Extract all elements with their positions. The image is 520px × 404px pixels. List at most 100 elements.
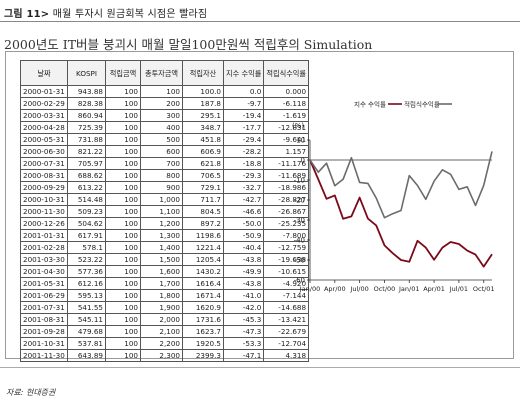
table-row: 2001-05-31 612.16 100 1,700 1616.4 -43.8 -4.92… <box>20 277 310 290</box>
table-cell: 2000-08-31 <box>20 169 68 182</box>
table-row: 2001-10-31 537.81 100 2,200 1920.5 -53.3 -12.7… <box>20 337 310 350</box>
legend-label: 적립식수익률 <box>404 100 440 109</box>
table-cell: 1,000 <box>140 193 183 206</box>
table-row: 2000-12-26 504.62 100 1,200 897.2 -50.0 -25.23… <box>20 217 310 230</box>
table-cell: 100 <box>105 181 141 194</box>
y-tick-label: -20 <box>294 197 305 205</box>
table-cell: 2001-02-28 <box>20 241 68 254</box>
table-cell: 100.0 <box>182 85 224 98</box>
table-cell: 900 <box>140 181 183 194</box>
table-cell: 943.88 <box>67 85 106 98</box>
table-cell: 100 <box>105 169 141 182</box>
table-cell: 2000-05-31 <box>20 133 68 146</box>
column-header-deposit: 적립금액 <box>105 60 141 86</box>
table-cell: 729.1 <box>182 181 224 194</box>
table-cell: -22.679 <box>263 325 310 338</box>
table-cell: -12.704 <box>263 337 310 350</box>
table-cell: -28.2 <box>222 145 265 158</box>
table-cell: 4.318 <box>263 349 310 362</box>
table-cell: -45.3 <box>222 313 265 326</box>
table-cell: 1920.5 <box>182 337 224 350</box>
table-cell: -42.7 <box>222 193 265 206</box>
table-cell: -29.3 <box>222 169 265 182</box>
table-cell: 100 <box>105 157 141 170</box>
table-cell: 100 <box>105 145 141 158</box>
table-row: 2000-01-31 943.88 100 100 100.0 0.0 0.000 <box>20 85 310 98</box>
y-axis-unit-label: (%) <box>292 122 304 130</box>
y-tick-label: 10 <box>296 137 305 145</box>
table-cell: 731.88 <box>67 133 106 146</box>
column-header-savings-return: 적립식수익률 <box>263 60 310 86</box>
table-cell: 100 <box>105 85 141 98</box>
table-cell: 500 <box>140 133 183 146</box>
table-cell: 1198.6 <box>182 229 224 242</box>
table-cell: 100 <box>105 253 141 266</box>
column-header-index-return: 지수 수익률 <box>222 60 265 86</box>
table-cell: 509.23 <box>67 205 106 218</box>
table-cell: 1221.4 <box>182 241 224 254</box>
table-cell: 514.48 <box>67 193 106 206</box>
table-header-row: 날짜 KOSPI 적립금액 총투자금액 적립자산 지수 수익률 적립식수익률 <box>20 60 310 86</box>
table-cell: 1616.4 <box>182 277 224 290</box>
table-cell: 295.1 <box>182 109 224 122</box>
x-tick-label: Jan/00 <box>299 285 320 293</box>
table-cell: 1,300 <box>140 229 183 242</box>
table-cell: 1,700 <box>140 277 183 290</box>
table-cell: 1,200 <box>140 217 183 230</box>
table-cell: 2,000 <box>140 313 183 326</box>
table-cell: 2,200 <box>140 337 183 350</box>
table-row: 2001-09-28 479.68 100 2,100 1623.7 -47.3 -22.6… <box>20 325 310 338</box>
x-tick-label: Jul/00 <box>349 285 368 293</box>
table-cell: 606.9 <box>182 145 224 158</box>
table-cell: 187.8 <box>182 97 224 110</box>
chart-plot-area <box>309 151 493 268</box>
table-cell: 1623.7 <box>182 325 224 338</box>
table-cell: 100 <box>105 241 141 254</box>
table-row: 2000-04-28 725.39 100 400 348.7 -17.7 -12.831 <box>20 121 310 134</box>
x-tick-label: Apr/01 <box>423 285 445 293</box>
table-cell: 100 <box>105 349 141 362</box>
table-cell: 2000-07-31 <box>20 157 68 170</box>
table-cell: -9.7 <box>222 97 265 110</box>
simulation-table: 날짜 KOSPI 적립금액 총투자금액 적립자산 지수 수익률 적립식수익률 2… <box>20 60 310 362</box>
table-cell: 1,100 <box>140 205 183 218</box>
y-tick-label: -40 <box>294 237 305 245</box>
y-tick-label: -50 <box>294 257 305 265</box>
table-cell: -42.0 <box>222 301 265 314</box>
table-cell: 2,300 <box>140 349 183 362</box>
table-row: 2001-01-31 617.91 100 1,300 1198.6 -50.9 -7.80… <box>20 229 310 242</box>
table-cell: 100 <box>105 193 141 206</box>
table-cell: 2001-03-30 <box>20 253 68 266</box>
y-tick-label: -30 <box>294 217 305 225</box>
table-cell: 2001-07-31 <box>20 301 68 314</box>
table-row: 2000-06-30 821.22 100 600 606.9 -28.2 1.157 <box>20 145 310 158</box>
x-tick-label: Jul/01 <box>449 285 468 293</box>
table-row: 2000-02-29 828.38 100 200 187.8 -9.7 -6.118 <box>20 97 310 110</box>
table-cell: -49.9 <box>222 265 265 278</box>
table-cell: 1,600 <box>140 265 183 278</box>
title-rule <box>0 21 520 22</box>
table-cell: 348.7 <box>182 121 224 134</box>
table-cell: 537.81 <box>67 337 106 350</box>
table-cell: 100 <box>105 133 141 146</box>
table-cell: 1671.4 <box>182 289 224 302</box>
table-cell: 1731.6 <box>182 313 224 326</box>
table-cell: -19.4 <box>222 109 265 122</box>
table-cell: 200 <box>140 97 183 110</box>
table-cell: 504.62 <box>67 217 106 230</box>
table-cell: 541.55 <box>67 301 106 314</box>
table-row: 2000-07-31 705.97 100 700 621.8 -18.8 -11.176 <box>20 157 310 170</box>
table-cell: 897.2 <box>182 217 224 230</box>
table-cell: 100 <box>105 109 141 122</box>
table-cell: 100 <box>140 85 183 98</box>
table-cell: 595.13 <box>67 289 106 302</box>
y-tick-label: 0 <box>301 157 305 165</box>
table-cell: -29.4 <box>222 133 265 146</box>
table-cell: 1,900 <box>140 301 183 314</box>
table-cell: -47.1 <box>222 349 265 362</box>
table-cell: 1620.9 <box>182 301 224 314</box>
table-row: 2001-08-31 545.11 100 2,000 1731.6 -45.3 -13.4… <box>20 313 310 326</box>
table-cell: 2000-09-29 <box>20 181 68 194</box>
table-cell: 100 <box>105 229 141 242</box>
